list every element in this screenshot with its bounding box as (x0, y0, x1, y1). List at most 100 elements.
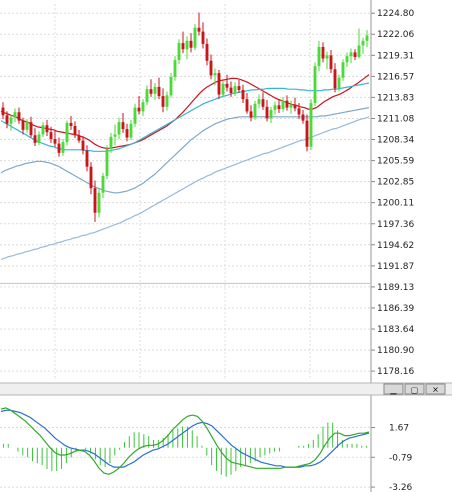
macd-tick-label: -0.79 (389, 453, 413, 463)
macd-signal-line (0, 409, 370, 468)
maximize-button[interactable]: ▢ (404, 383, 425, 395)
moving-average-line (0, 116, 370, 261)
macd-panel (0, 407, 370, 488)
candle-body (221, 83, 225, 95)
candle-body (169, 76, 173, 96)
candle (349, 48, 353, 64)
candle-body (33, 135, 37, 143)
candle (333, 63, 337, 93)
candle (213, 68, 217, 86)
candle-body (161, 96, 165, 107)
candle-body (261, 99, 265, 107)
candle-body (9, 117, 13, 124)
candle-body (5, 115, 9, 124)
candle-body (137, 107, 141, 112)
candle (165, 91, 169, 111)
candle-body (129, 123, 133, 138)
candle (137, 96, 141, 115)
price-tick-label: 1202.85 (377, 178, 414, 188)
candle (181, 31, 185, 54)
grid-layer (0, 4, 370, 380)
candle (201, 22, 205, 49)
candle-body (141, 102, 145, 112)
candle (281, 96, 285, 113)
candle-body (1, 107, 5, 116)
candle-body (305, 120, 309, 147)
candle-body (349, 52, 353, 57)
candle-body (181, 43, 185, 50)
price-tick-label: 1224.80 (377, 9, 414, 19)
close-button-frame (425, 383, 446, 395)
candle-body (325, 55, 329, 59)
minimize-button[interactable]: ▁ (383, 383, 404, 395)
candle-body (177, 43, 181, 61)
candle-body (217, 73, 221, 95)
candle (117, 117, 121, 140)
candle (141, 99, 145, 117)
candle-body (353, 52, 357, 57)
candle (113, 124, 117, 146)
candle (73, 121, 77, 139)
candle (205, 38, 209, 66)
candle (157, 77, 161, 100)
candle (289, 100, 293, 114)
candle-body (89, 166, 93, 189)
candle-body (189, 40, 193, 48)
candle (121, 112, 125, 133)
candle (9, 114, 13, 131)
price-tick-label: 1205.59 (377, 157, 414, 167)
candle-body (277, 105, 281, 110)
candle-body (13, 112, 17, 118)
candle-body (77, 135, 81, 141)
minimize-icon: ▁ (389, 386, 397, 395)
candle (17, 107, 21, 124)
close-button[interactable]: ✕ (425, 383, 446, 395)
price-tick-label: 1222.06 (377, 30, 414, 40)
price-tick-label: 1189.13 (377, 283, 414, 293)
candle-body (45, 125, 49, 133)
candle-body (201, 31, 205, 44)
candle-body (133, 107, 137, 124)
price-tick-label: 1180.90 (377, 346, 414, 356)
candle (81, 135, 85, 155)
candle-body (241, 89, 245, 100)
candle-body (253, 103, 257, 118)
candle (261, 92, 265, 110)
candle (149, 79, 153, 97)
candle (129, 119, 133, 140)
candle (341, 59, 345, 81)
candle-body (121, 122, 125, 130)
candle-body (105, 149, 109, 176)
candle (65, 120, 69, 146)
candle (125, 123, 129, 142)
candle-body (165, 95, 169, 107)
candle (61, 139, 65, 156)
candle (229, 81, 233, 97)
window-controls[interactable]: ▁ ▢ ✕ (383, 383, 446, 395)
candle (97, 188, 101, 218)
candle (189, 33, 193, 53)
candle (105, 145, 109, 179)
candle-body (285, 100, 289, 108)
price-tick-label: 1213.83 (377, 93, 414, 103)
candle (45, 119, 49, 136)
price-axis: 1224.80 1222.06 1219.31 1216.57 1213.83 1211.… (370, 0, 414, 492)
candle (269, 106, 273, 123)
candle (241, 84, 245, 103)
candle (13, 108, 17, 123)
candle (153, 83, 157, 100)
candle-body (193, 27, 197, 48)
candle (357, 28, 361, 59)
candle (85, 145, 89, 172)
candle (25, 119, 29, 133)
candle-body (357, 45, 361, 57)
candle-body (333, 69, 337, 89)
candle-body (149, 89, 153, 94)
candle-body (17, 112, 21, 121)
candle (345, 52, 349, 67)
macd-line (0, 407, 370, 475)
price-tick-label: 1219.31 (377, 51, 414, 61)
candle (57, 137, 61, 157)
candle-body (117, 122, 121, 135)
candle-body (197, 27, 201, 32)
